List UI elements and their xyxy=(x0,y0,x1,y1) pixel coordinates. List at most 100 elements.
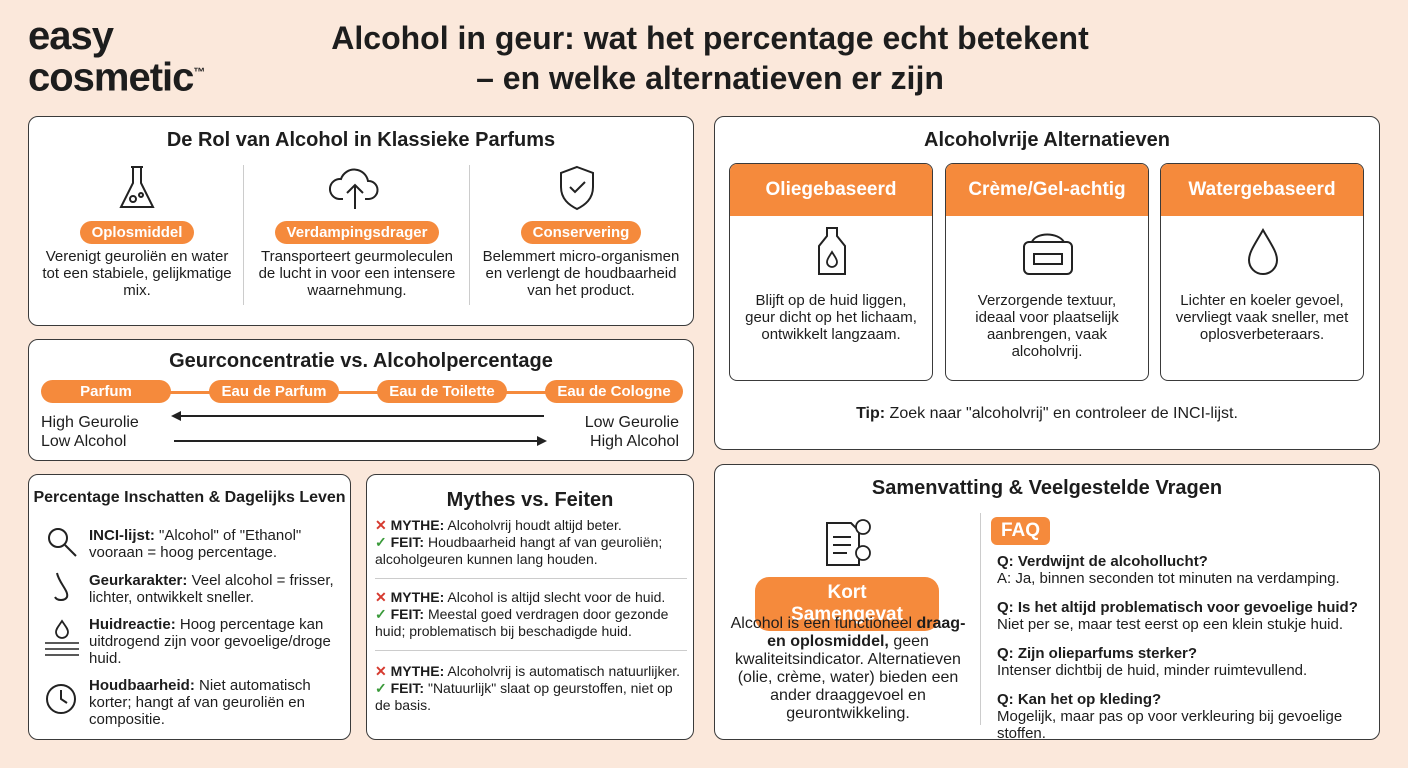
estimate-panel: Percentage Inschatten & Dagelijks Leven … xyxy=(28,474,351,740)
tip: Tip: Zoek naar "alcoholvrij" en controle… xyxy=(715,405,1379,423)
drop-icon xyxy=(1247,227,1279,275)
badge-wrap: Kort Samengevat xyxy=(755,577,939,631)
myth: ✕ MYTHE: Alcoholvrij is automatisch natu… xyxy=(375,663,681,679)
myth-label: MYTHE: xyxy=(390,663,445,679)
title-line: – en welke alternatieven er zijn xyxy=(476,60,944,96)
clock-icon xyxy=(46,684,76,714)
panel-title: Mythes vs. Feiten xyxy=(446,489,614,511)
alt-text: Blijft op de huid liggen, geur dicht op … xyxy=(745,292,917,343)
fact-text: "Natuurlijk" slaat op geurstoffen, niet … xyxy=(375,680,673,713)
role-item: Conservering Belemmert micro-organismen e… xyxy=(481,221,681,299)
item-text: Niet automatisch korter; hangt af van ge… xyxy=(89,677,311,728)
tip-text: Zoek naar "alcoholvrij" en controleer de… xyxy=(889,405,1238,422)
myth-label: MYTHE: xyxy=(390,517,445,533)
role-panel: De Rol van Alcohol in Klassieke Parfums … xyxy=(28,116,694,326)
text: Alcohol is een functioneel xyxy=(730,615,913,632)
fact-label: FEIT: xyxy=(390,534,425,550)
role-text: Belemmert micro-organismen en verlengt d… xyxy=(482,248,680,299)
alt-text: Lichter en koeler gevoel, vervliegt vaak… xyxy=(1175,292,1349,343)
text: geen kwaliteitsindicator. Alternatieven … xyxy=(735,633,961,722)
jar-icon xyxy=(1023,233,1073,275)
role-label: Conservering xyxy=(520,221,642,244)
faq-q: Q: Zijn olieparfums sterker? xyxy=(997,645,1198,662)
myth-item: ✕ MYTHE: Alcoholvrij houdt altijd beter.… xyxy=(375,517,687,579)
skin-icon xyxy=(45,619,79,656)
faq-a: Niet per se, maar test eerst op een klei… xyxy=(997,616,1344,633)
myth-list: ✕ MYTHE: Alcoholvrij houdt altijd beter.… xyxy=(375,517,687,714)
myth-item: ✕ MYTHE: Alcoholvrij is automatisch natu… xyxy=(375,651,687,714)
bottle-icon xyxy=(818,227,846,275)
myth-item: ✕ MYTHE: Alcohol is altijd slecht voor d… xyxy=(375,579,687,651)
panel-title: Alcoholvrije Alternatieven xyxy=(924,129,1170,151)
faq-item: Q: Verdwijnt de alcohollucht? A: Ja, binn… xyxy=(997,553,1377,587)
scale-line xyxy=(43,391,679,394)
tip-label: Tip: xyxy=(856,405,886,422)
shield-icon xyxy=(560,165,594,211)
role-label: Oplosmiddel xyxy=(79,221,195,244)
flask-icon xyxy=(119,166,155,208)
faq-q: Q: Verdwijnt de alcohollucht? xyxy=(997,553,1208,570)
faq-item: Q: Kan het op kleding? Mogelijk, maar pas… xyxy=(997,691,1377,742)
alt-label: Crème/Gel-achtig xyxy=(946,164,1148,216)
alt-card: Oliegebaseerd Blijft op de huid liggen, … xyxy=(729,163,933,381)
title-line: Alcohol in geur: wat het percentage echt… xyxy=(331,20,1089,56)
faq-list: Q: Verdwijnt de alcohollucht? A: Ja, binn… xyxy=(997,553,1377,742)
item-label: Houdbaarheid: xyxy=(89,677,195,694)
estimate-item: INCI-lijst: "Alcohol" of "Ethanol" voora… xyxy=(89,527,339,561)
alternatives-panel: Alcoholvrije Alternatieven Oliegebaseerd… xyxy=(714,116,1380,450)
faq-q: Q: Kan het op kleding? xyxy=(997,691,1162,708)
panel-title: Geurconcentratie vs. Alcoholpercentage xyxy=(169,350,553,372)
myth-label: MYTHE: xyxy=(390,589,445,605)
brand-line: cosmetic xyxy=(28,55,194,100)
fact-text: Houdbaarheid hangt af van geuroliën; alc… xyxy=(375,534,663,567)
myth-text: Alcoholvrij houdt altijd beter. xyxy=(447,517,622,533)
cloud-icon xyxy=(329,168,379,209)
item-text: Veel alcohol = frisser, lichter, ontwikk… xyxy=(89,572,334,606)
level: Eau de Toilette xyxy=(377,380,507,403)
search-icon xyxy=(48,528,77,557)
myth: ✕ MYTHE: Alcoholvrij houdt altijd beter. xyxy=(375,517,622,533)
page-title: Alcohol in geur: wat het percentage echt… xyxy=(280,18,1140,98)
panel-title: Samenvatting & Veelgestelde Vragen xyxy=(871,477,1223,499)
myth-text: Alcoholvrij is automatisch natuurlijker. xyxy=(447,663,681,679)
faq-a: Intenser dichtbij de huid, minder ruimte… xyxy=(997,662,1308,679)
role-text: Verenigt geuroliën en water tot een stab… xyxy=(42,248,232,299)
summary-text: Alcohol is een functioneel draag- en opl… xyxy=(725,615,971,723)
divider xyxy=(243,165,244,305)
item-label: Geurkarakter: xyxy=(89,572,188,589)
faq-item: Q: Zijn olieparfums sterker? Intenser dic… xyxy=(997,645,1377,679)
label: High Alcohol xyxy=(590,433,679,450)
label: Low Alcohol xyxy=(41,433,127,450)
brand-line: easy xyxy=(28,14,114,58)
level-row: Parfum Eau de Parfum Eau de Toilette Eau… xyxy=(41,380,683,403)
faq-label: FAQ xyxy=(991,517,1051,545)
alt-label: Oliegebaseerd xyxy=(730,164,932,216)
item-label: INCI-lijst: xyxy=(89,527,155,544)
fact-text: Meestal goed verdragen door gezonde huid… xyxy=(375,606,669,639)
alt-text: Verzorgende textuur, ideaal voor plaatse… xyxy=(975,292,1119,360)
item-label: Huidreactie: xyxy=(89,616,176,633)
level: Parfum xyxy=(41,380,171,403)
item-text: Hoog percentage kan uitdrogend zijn voor… xyxy=(89,616,331,667)
faq-a: Mogelijk, maar pas op voor verkleuring b… xyxy=(997,708,1343,742)
panel-title: De Rol van Alcohol in Klassieke Parfums xyxy=(166,129,556,151)
text-bold: draag- en oplosmiddel, xyxy=(767,615,966,650)
arrows xyxy=(171,411,547,446)
alt-label: Watergebaseerd xyxy=(1161,164,1363,216)
brand: easy cosmetic™ xyxy=(28,14,205,97)
faq-item: Q: Is het altijd problematisch voor gevo… xyxy=(997,599,1377,633)
document-icon xyxy=(826,519,871,566)
myth-text: Alcohol is altijd slecht voor de huid. xyxy=(447,589,666,605)
myth: ✕ MYTHE: Alcohol is altijd slecht voor d… xyxy=(375,589,666,605)
right-labels: Low Geurolie High Alcohol xyxy=(585,413,679,451)
brand-line: cosmetic™ xyxy=(28,54,205,97)
estimate-item: Huidreactie: Hoog percentage kan uitdrog… xyxy=(89,616,344,667)
fact-label: FEIT: xyxy=(390,680,425,696)
fact: ✓ FEIT: "Natuurlijk" slaat op geurstoffe… xyxy=(375,680,673,713)
faq-badge-wrap: FAQ xyxy=(991,517,1051,545)
item-text: "Alcohol" of "Ethanol" vooraan = hoog pe… xyxy=(89,527,302,561)
level: Eau de Cologne xyxy=(545,380,683,403)
alt-card: Crème/Gel-achtig Verzorgende textuur, id… xyxy=(945,163,1149,381)
concentration-panel: Geurconcentratie vs. Alcoholpercentage P… xyxy=(28,339,694,461)
